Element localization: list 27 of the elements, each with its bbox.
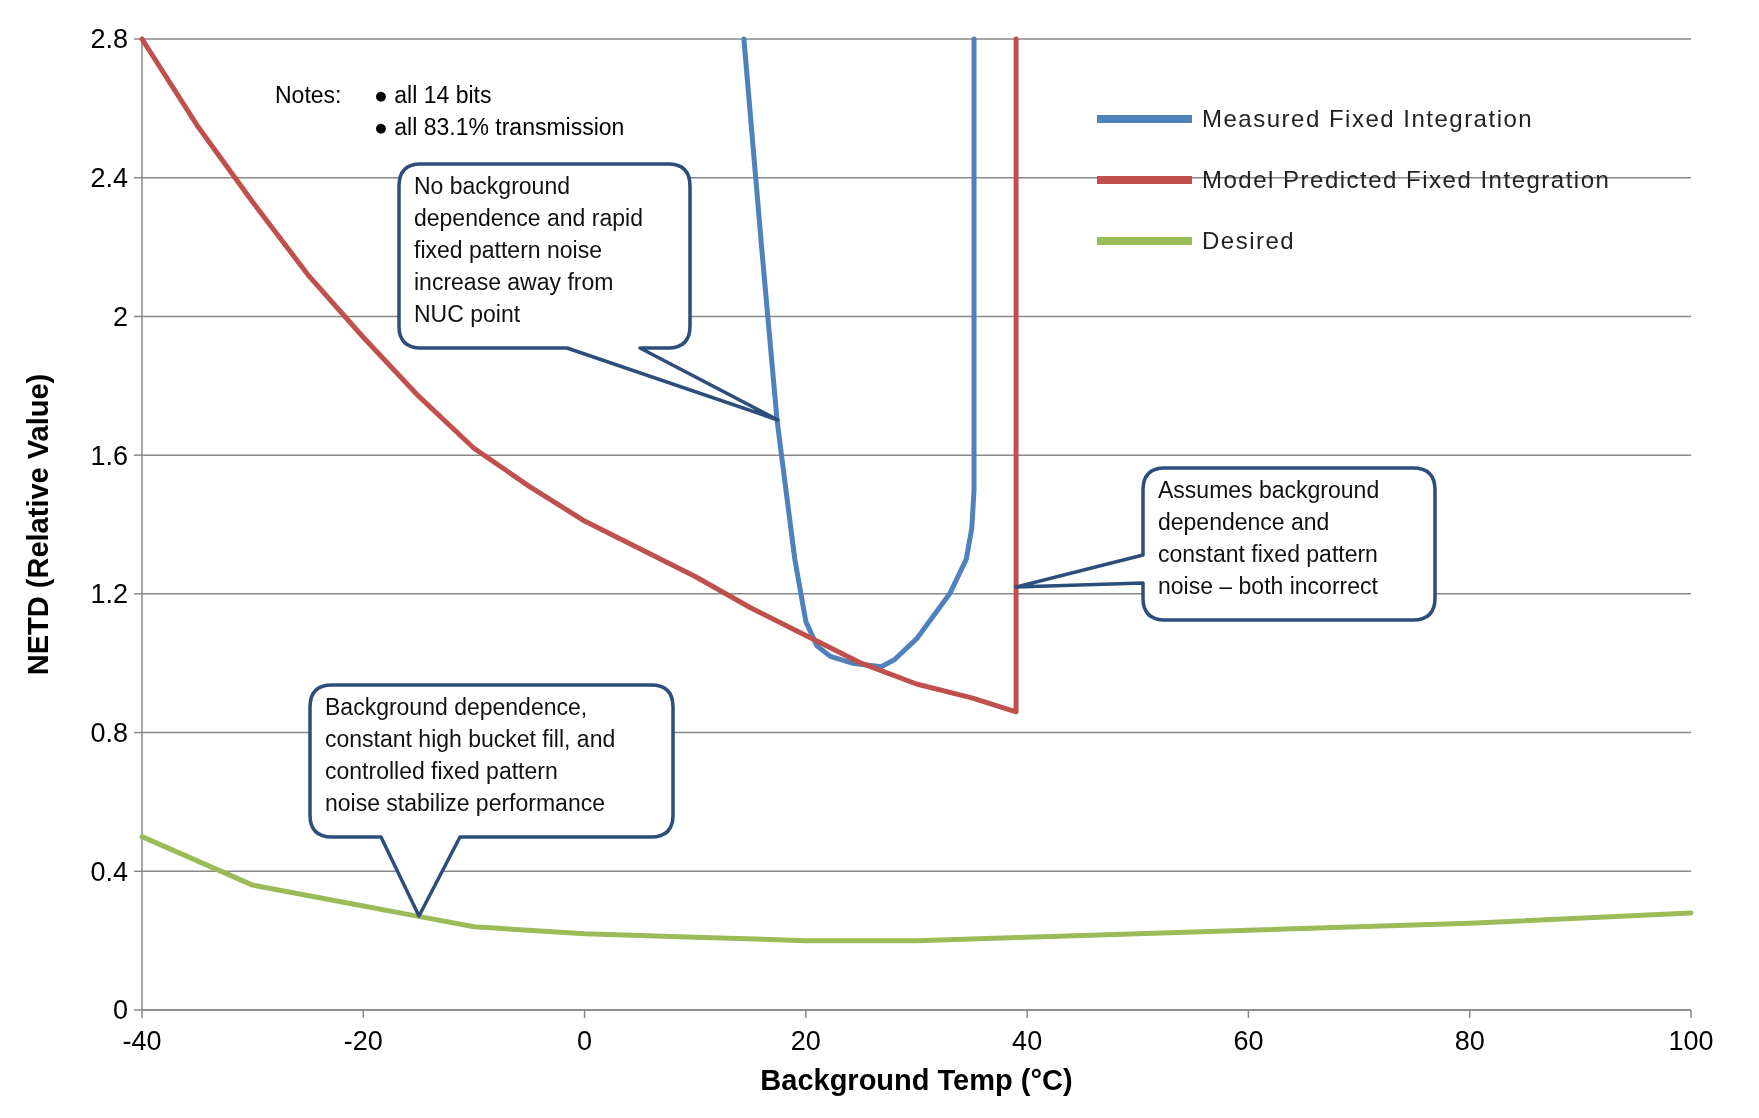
legend-label: Desired (1202, 227, 1296, 255)
y-tick-label: 0 (112, 995, 128, 1026)
legend-label: Measured Fixed Integration (1202, 105, 1534, 133)
y-axis-title: NETD (Relative Value) (22, 373, 54, 676)
y-tick-label: 0.4 (90, 856, 128, 887)
annotation: ● all 83.1% transmission (374, 114, 625, 140)
x-tick-label: 80 (1454, 1026, 1485, 1056)
x-tick-label: 60 (1233, 1026, 1264, 1056)
y-tick-label: 2.4 (90, 163, 128, 194)
x-tick-label: 20 (790, 1026, 821, 1056)
legend-label: Model Predicted Fixed Integration (1202, 166, 1611, 194)
y-tick-label: 0.8 (90, 718, 128, 749)
x-axis-title: Background Temp (°C) (760, 1064, 1073, 1096)
y-tick-label: 2 (112, 301, 128, 332)
annotation: Notes: (275, 82, 342, 108)
annotation: Background dependence, constant high bucket fill, and controlled fixed pattern noise stabilize performance (325, 694, 616, 816)
annotation: Assumes background dependence and constant fixed pattern noise – both incorrect (1158, 477, 1380, 599)
x-tick-label: 40 (1012, 1026, 1043, 1056)
y-tick-label: 1.2 (90, 579, 128, 610)
annotation: No background dependence and rapid fixed pattern noise increase away from NUC point (414, 173, 643, 327)
y-tick-label: 1.6 (90, 440, 128, 471)
y-tick-label: 2.8 (90, 24, 128, 55)
x-tick-label: -40 (122, 1026, 162, 1056)
x-tick-label: -20 (343, 1026, 383, 1056)
annotation: ● all 14 bits (374, 82, 492, 108)
x-tick-label: 0 (577, 1026, 593, 1056)
x-tick-label: 100 (1668, 1026, 1714, 1056)
